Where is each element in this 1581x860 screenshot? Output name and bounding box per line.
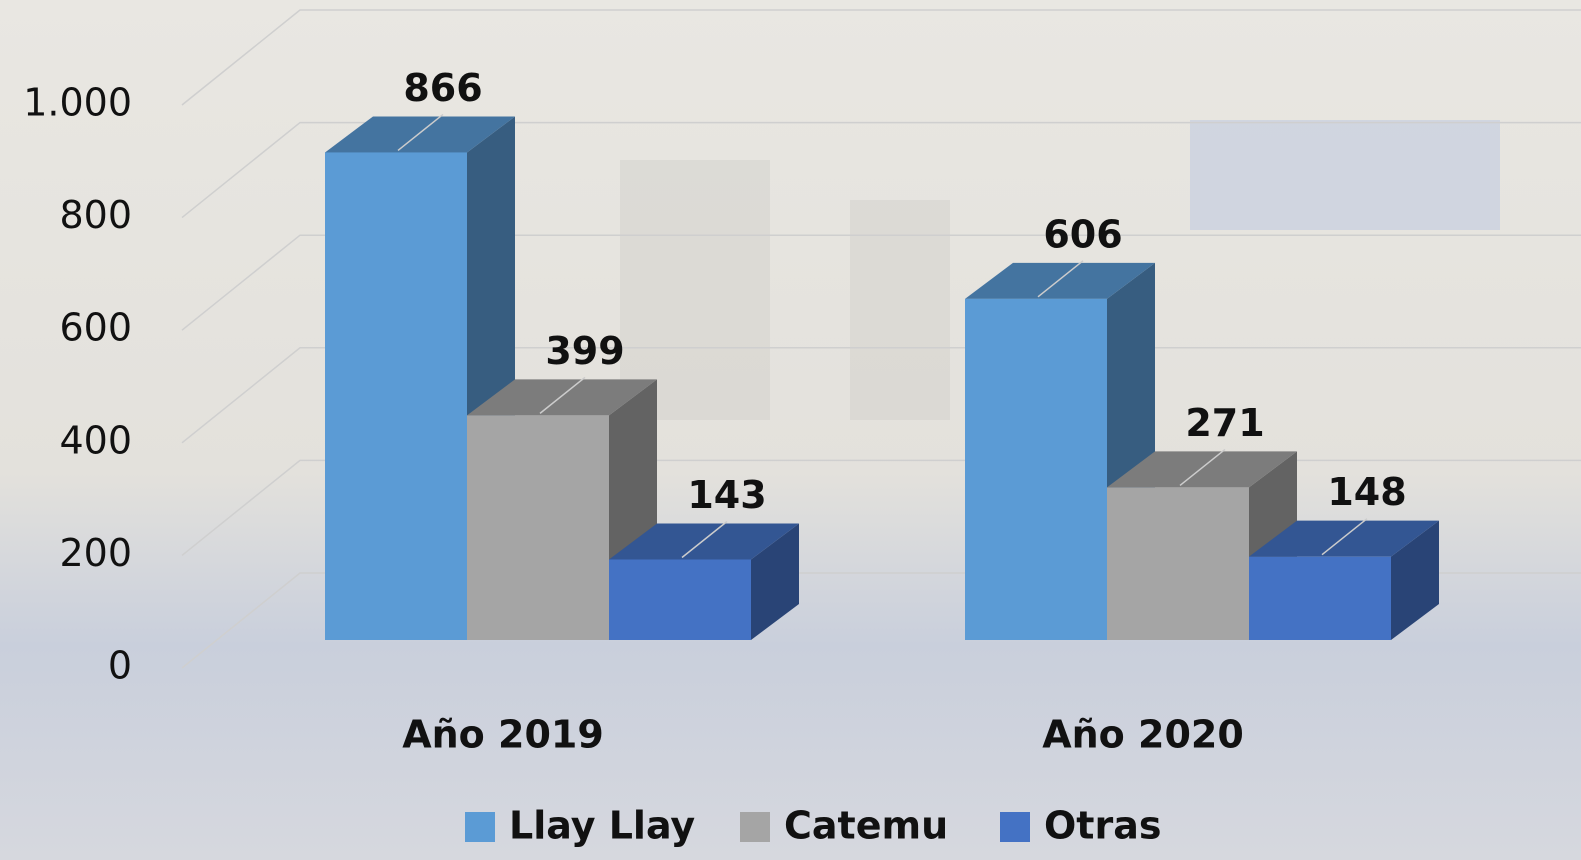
y-tick-label: 0 [108,644,132,688]
bar [609,559,751,640]
legend-swatch [740,812,770,842]
value-label: 399 [545,329,624,373]
legend-label: Llay Llay [509,804,695,848]
y-tick-label: 200 [59,531,132,575]
legend-swatch [465,812,495,842]
bar [325,152,467,640]
x-tick-label: Año 2019 [402,713,604,757]
bar [467,415,609,640]
background-shape [850,200,950,420]
chart: 0 200 400 600 800 1.000 Año 2019 Año 2020 866 606… [0,0,1581,860]
bar [965,299,1107,640]
y-tick-label: 800 [59,193,132,237]
value-label: 143 [687,473,766,517]
x-tick-label: Año 2020 [1042,713,1244,757]
value-label: 606 [1043,212,1122,256]
y-tick-label: 600 [59,306,132,350]
value-label: 148 [1327,470,1406,514]
bar [1249,557,1391,640]
y-tick-label: 400 [59,418,132,462]
legend-label: Catemu [784,804,948,848]
y-tick-label: 1.000 [23,81,132,125]
bar [1107,487,1249,640]
value-label: 271 [1185,401,1264,445]
background-shape [1190,120,1500,230]
legend-label: Otras [1044,804,1161,848]
legend-swatch [1000,812,1030,842]
value-label: 866 [403,66,482,110]
